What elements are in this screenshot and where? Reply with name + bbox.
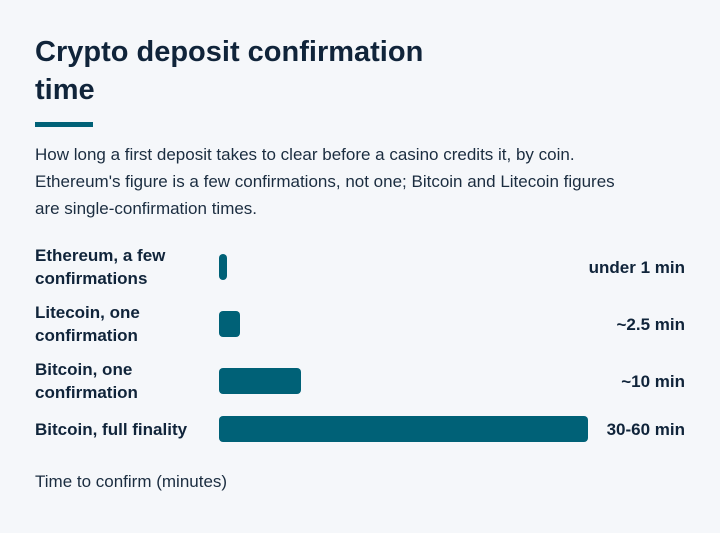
category-label: Ethereum, a few confirmations — [35, 246, 166, 288]
category-label: Bitcoin, one confirmation — [35, 360, 138, 402]
title-accent-rule — [35, 122, 93, 127]
category-label: Litecoin, one confirmation — [35, 303, 140, 345]
bar — [219, 311, 240, 337]
bar — [219, 254, 227, 280]
value-label: ~2.5 min — [616, 314, 685, 334]
bar — [219, 416, 588, 442]
value-label: 30-60 min — [606, 419, 685, 439]
bar — [219, 368, 301, 394]
value-label: under 1 min — [588, 257, 685, 277]
chart-subtitle: How long a first deposit takes to clear … — [35, 145, 615, 218]
category-label: Bitcoin, full finality — [35, 419, 188, 439]
chart-title: Crypto deposit confirmation time — [35, 36, 424, 106]
value-label: ~10 min — [621, 371, 685, 391]
x-axis-label: Time to confirm (minutes) — [35, 472, 228, 491]
